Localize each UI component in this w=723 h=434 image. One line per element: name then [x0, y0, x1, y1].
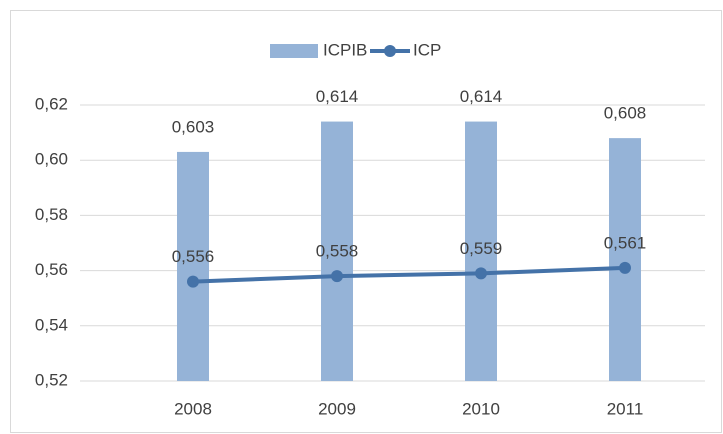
- chart-border: [10, 10, 722, 433]
- data-label: 0,561: [604, 233, 647, 252]
- legend-swatch: [384, 45, 396, 57]
- data-label: 0,603: [172, 117, 215, 136]
- data-label: 0,608: [604, 104, 647, 123]
- y-tick-label: 0,58: [35, 205, 68, 224]
- marker: [331, 270, 343, 283]
- y-tick-label: 0,56: [35, 260, 68, 279]
- x-tick-label: 2008: [174, 399, 212, 418]
- y-tick-label: 0,62: [35, 94, 68, 113]
- marker: [619, 261, 631, 274]
- line: [192, 265, 626, 284]
- bar: [177, 151, 209, 381]
- marker: [187, 275, 199, 288]
- y-tick-label: 0,54: [35, 315, 68, 334]
- x-tick-label: 2009: [318, 399, 356, 418]
- data-label: 0,558: [316, 242, 359, 261]
- legend-swatch: [270, 44, 318, 58]
- data-label: 0,614: [316, 87, 359, 106]
- marker: [475, 267, 487, 280]
- data-label: 0,614: [460, 87, 503, 106]
- legend-label: ICP: [413, 40, 441, 59]
- bar: [465, 121, 497, 381]
- data-label: 0,559: [460, 239, 503, 258]
- y-tick-label: 0,52: [35, 370, 68, 389]
- legend-label: ICPIB: [323, 40, 367, 59]
- x-tick-label: 2010: [462, 399, 500, 418]
- bar: [609, 138, 641, 381]
- y-tick-label: 0,60: [35, 150, 68, 169]
- x-tick-label: 2011: [607, 399, 644, 418]
- bar: [321, 121, 353, 381]
- data-label: 0,556: [172, 247, 215, 266]
